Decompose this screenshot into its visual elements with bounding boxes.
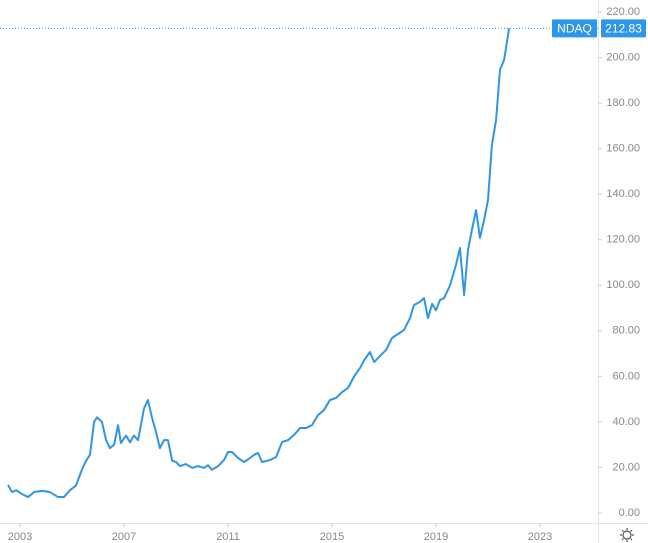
x-tick-label: 2011 (216, 531, 240, 543)
y-tick-label: 80.00 (612, 325, 640, 337)
y-tick-label: 120.00 (606, 234, 640, 246)
last-value-label: 212.83 (605, 22, 642, 36)
y-tick-label: 160.00 (606, 143, 640, 155)
price-line (7, 28, 511, 499)
x-tick-label: 2023 (528, 531, 552, 543)
y-tick-label: 140.00 (606, 188, 640, 200)
x-tick-label: 2003 (8, 531, 32, 543)
x-tick-label: 2007 (112, 531, 136, 543)
x-tick-label: 2015 (320, 531, 344, 543)
last-value-tag (601, 19, 646, 38)
symbol-tag (552, 19, 597, 38)
y-tick-label: 100.00 (606, 279, 640, 291)
y-tick-label: 60.00 (612, 370, 640, 382)
y-tick-label: 180.00 (606, 97, 640, 109)
y-tick-label: 20.00 (612, 461, 640, 473)
symbol-label: NDAQ (557, 22, 592, 36)
y-tick-label: 200.00 (606, 51, 640, 63)
y-tick-label: 40.00 (612, 416, 640, 428)
x-tick-label: 2019 (424, 531, 448, 543)
y-tick-label: 220.00 (606, 6, 640, 18)
y-tick-label: 0.00 (619, 507, 640, 519)
settings-icon[interactable] (620, 528, 634, 542)
